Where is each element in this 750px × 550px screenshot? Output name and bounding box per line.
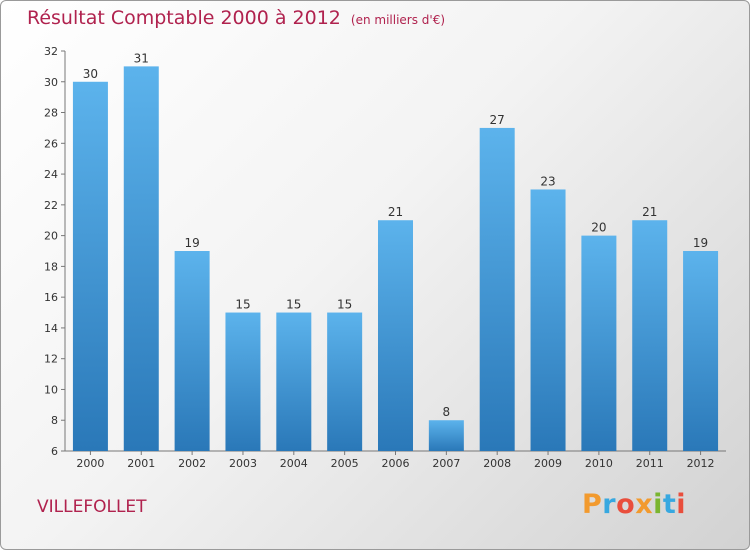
place-name: VILLEFOLLET [37,497,147,517]
bar [581,235,617,451]
logo-letter: t [662,489,677,520]
y-tick-label: 12 [44,353,58,366]
y-tick-label: 24 [44,168,58,181]
y-tick-label: 26 [44,137,58,150]
y-tick-label: 6 [51,445,58,458]
bar [378,220,413,451]
bar [683,251,719,451]
x-tick-label: 2005 [331,457,359,470]
x-tick-label: 2007 [432,457,460,470]
bar [72,81,108,452]
bar [225,312,261,451]
unit-note: (en milliers d'€) [350,13,446,27]
proxiti-logo: Proxiti [582,489,686,520]
x-tick-label: 2003 [229,457,257,470]
bar [174,251,210,451]
bar-value-label: 31 [134,51,149,65]
bar-value-label: 21 [642,205,657,219]
bar [428,420,464,451]
bar-value-label: 30 [83,67,98,81]
y-tick-label: 18 [44,260,58,273]
logo-letter: P [582,489,603,520]
bar-value-label: 15 [337,298,352,312]
x-tick-label: 2002 [178,457,206,470]
y-tick-label: 32 [44,45,58,58]
x-tick-label: 2001 [127,457,155,470]
bar [479,127,515,451]
bar-value-label: 19 [184,236,199,250]
y-tick-label: 20 [44,230,58,243]
x-tick-label: 2000 [76,457,104,470]
x-tick-label: 2012 [687,457,715,470]
logo-letter: i [653,489,663,520]
bar-value-label: 15 [286,298,301,312]
x-tick-label: 2008 [483,457,511,470]
bar-value-label: 19 [693,236,708,250]
x-tick-label: 2009 [534,457,562,470]
y-tick-label: 10 [44,383,58,396]
bar [632,220,668,451]
bar-value-label: 8 [443,405,451,419]
logo-letter: r [602,489,617,520]
bar-value-label: 27 [490,113,505,127]
x-tick-label: 2004 [280,457,308,470]
bar [123,66,159,451]
x-tick-label: 2006 [382,457,410,470]
y-tick-label: 14 [44,322,58,335]
bar-value-label: 21 [388,205,403,219]
bar [276,312,312,451]
bar [530,189,566,451]
logo-letter: i [676,489,687,520]
title-text: Résultat Comptable 2000 à 2012 [27,7,341,29]
y-tick-label: 22 [44,199,58,212]
y-tick-label: 8 [51,414,58,427]
y-tick-label: 28 [44,107,58,120]
logo-letter: x [635,489,654,520]
x-tick-label: 2011 [636,457,664,470]
bar-value-label: 15 [235,298,250,312]
y-tick-label: 30 [44,76,58,89]
x-tick-label: 2010 [585,457,613,470]
bar [327,312,363,451]
bar-value-label: 20 [591,221,606,235]
logo-letter: o [616,489,636,520]
bar-value-label: 23 [540,174,555,188]
chart-title: Résultat Comptable 2000 à 2012 (en millie… [27,7,445,29]
y-tick-label: 16 [44,291,58,304]
